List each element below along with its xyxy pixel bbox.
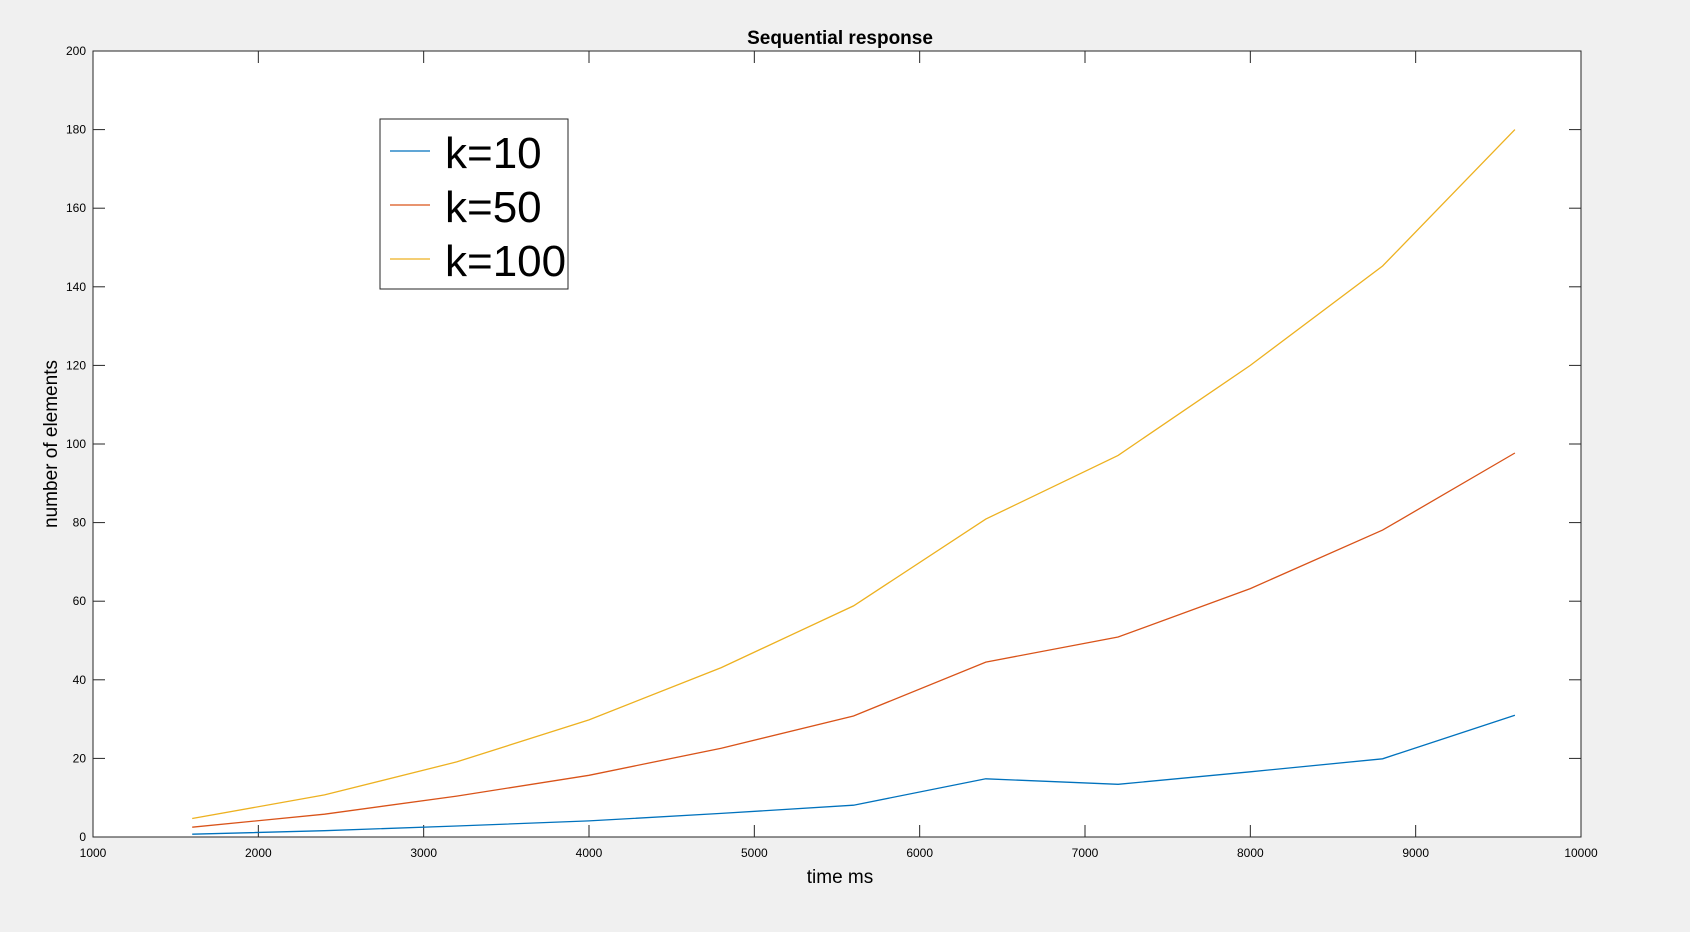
- series-line-k100: [192, 129, 1516, 820]
- y-tick-label: 200: [66, 44, 86, 58]
- plot-area: [92, 50, 1582, 838]
- chart-title: Sequential response: [747, 28, 933, 49]
- y-tick-label: 160: [66, 201, 86, 215]
- x-tick-label: 5000: [741, 846, 768, 860]
- series-lines: [192, 129, 1516, 835]
- y-tick-label: 20: [73, 751, 87, 765]
- y-tick-label: 100: [66, 437, 86, 451]
- y-tick-label: 180: [66, 123, 86, 137]
- legend-label-k100: k=100: [445, 237, 566, 286]
- series-line-k50: [192, 452, 1516, 828]
- series-line-k10: [192, 714, 1516, 835]
- x-tick-label: 4000: [576, 846, 603, 860]
- y-tick-label: 120: [66, 358, 86, 372]
- y-axis-label: number of elements: [41, 360, 62, 528]
- y-tick-label: 40: [73, 673, 87, 687]
- x-axis-ticks: 1000 2000 3000 4000 5000 6000 7000 8000 9000 1000…: [80, 51, 1598, 860]
- legend-label-k50: k=50: [445, 183, 542, 232]
- x-tick-label: 1000: [80, 846, 107, 860]
- x-tick-label: 8000: [1237, 846, 1264, 860]
- y-tick-label: 0: [79, 830, 86, 844]
- y-axis-ticks: 0 20 40 60 80 100 120 140 160 180 200: [66, 44, 1581, 844]
- x-tick-label: 10000: [1564, 846, 1598, 860]
- x-tick-label: 6000: [906, 846, 933, 860]
- x-tick-label: 9000: [1402, 846, 1429, 860]
- y-tick-label: 140: [66, 280, 86, 294]
- legend: k=10 k=50 k=100: [379, 118, 569, 290]
- x-tick-label: 3000: [410, 846, 437, 860]
- x-tick-label: 2000: [245, 846, 272, 860]
- x-tick-label: 7000: [1072, 846, 1099, 860]
- legend-box: [379, 118, 569, 290]
- y-tick-label: 60: [73, 594, 87, 608]
- x-axis-label: time ms: [807, 867, 874, 888]
- legend-label-k10: k=10: [445, 129, 542, 178]
- y-tick-label: 80: [73, 516, 87, 530]
